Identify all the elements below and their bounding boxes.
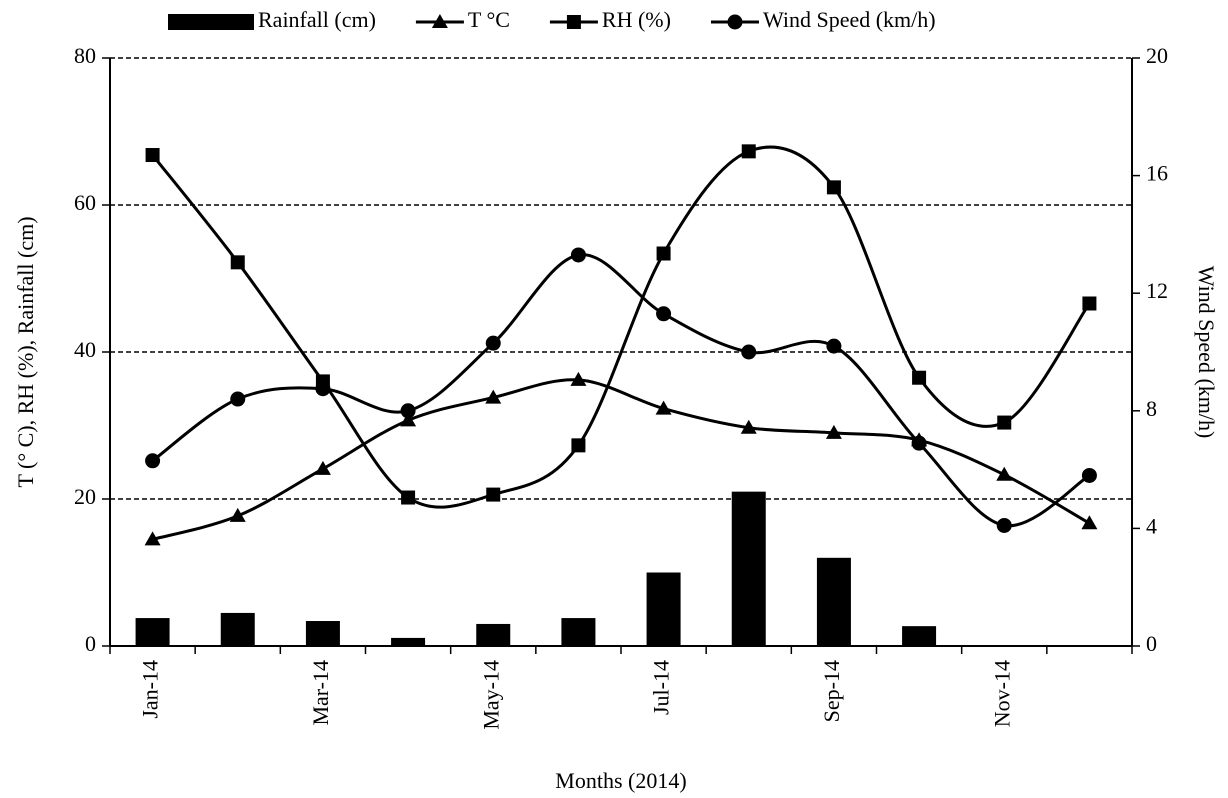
marker	[996, 517, 1012, 533]
marker	[400, 403, 416, 419]
bar	[816, 557, 851, 646]
marker	[826, 338, 842, 354]
marker	[1081, 515, 1098, 530]
legend-label: Rainfall (cm)	[258, 7, 376, 32]
marker	[740, 419, 757, 434]
marker	[911, 435, 927, 451]
y2-tick-label: 4	[1146, 513, 1157, 538]
marker	[230, 391, 246, 407]
bar	[305, 621, 340, 646]
marker	[314, 460, 331, 475]
marker	[571, 438, 586, 453]
legend-marker	[431, 14, 448, 28]
y2-axis-title: Wind Speed (km/h)	[1194, 266, 1219, 439]
y-tick-label: 80	[74, 43, 96, 68]
legend-label: Wind Speed (km/h)	[763, 7, 936, 32]
marker	[144, 531, 161, 546]
marker	[486, 487, 501, 502]
marker	[826, 180, 841, 195]
marker	[656, 306, 672, 322]
legend-marker	[727, 14, 743, 30]
y-tick-label: 0	[85, 631, 96, 656]
bar	[391, 637, 426, 646]
line	[151, 145, 1091, 509]
x-tick-label: Jul-14	[649, 660, 674, 715]
marker	[145, 148, 160, 163]
marker	[825, 424, 842, 439]
marker	[656, 246, 671, 261]
marker	[400, 412, 417, 427]
marker	[996, 466, 1013, 481]
marker	[485, 335, 501, 351]
x-tick-label: May-14	[478, 660, 503, 730]
marker	[741, 344, 757, 360]
marker	[315, 381, 331, 397]
y-tick-label: 40	[74, 337, 96, 362]
y-axis-title: T (° C), RH (%), Rainfall (cm)	[13, 216, 38, 487]
legend-marker	[566, 15, 581, 29]
marker	[1081, 467, 1097, 483]
marker	[230, 255, 245, 270]
bar	[646, 572, 681, 646]
x-tick-label: Sep-14	[819, 660, 844, 722]
legend-label: RH (%)	[602, 7, 671, 32]
marker	[570, 247, 586, 263]
x-tick-label: Mar-14	[308, 660, 333, 726]
marker	[570, 371, 587, 386]
marker	[741, 144, 756, 159]
marker	[997, 415, 1012, 430]
y2-tick-label: 12	[1146, 278, 1168, 303]
x-tick-label: Nov-14	[989, 660, 1014, 727]
bar	[476, 623, 511, 646]
y2-tick-label: 0	[1146, 631, 1157, 656]
y2-tick-label: 20	[1146, 43, 1168, 68]
y2-tick-label: 8	[1146, 396, 1157, 421]
legend-swatch	[168, 14, 254, 30]
bar	[731, 491, 766, 646]
line	[152, 378, 1091, 541]
legend-label: T °C	[468, 7, 510, 32]
y-tick-label: 60	[74, 190, 96, 215]
y-tick-label: 20	[74, 484, 96, 509]
marker	[145, 453, 161, 469]
y2-tick-label: 16	[1146, 161, 1168, 186]
bar	[561, 618, 596, 646]
bar	[135, 618, 170, 646]
marker	[912, 370, 927, 385]
marker	[229, 507, 246, 522]
marker	[655, 400, 672, 415]
marker	[485, 389, 502, 404]
x-axis-title: Months (2014)	[555, 768, 686, 793]
marker	[401, 490, 416, 505]
bar	[220, 612, 255, 646]
bar	[902, 626, 937, 646]
x-tick-label: Jan-14	[138, 660, 163, 719]
marker	[1082, 296, 1097, 311]
